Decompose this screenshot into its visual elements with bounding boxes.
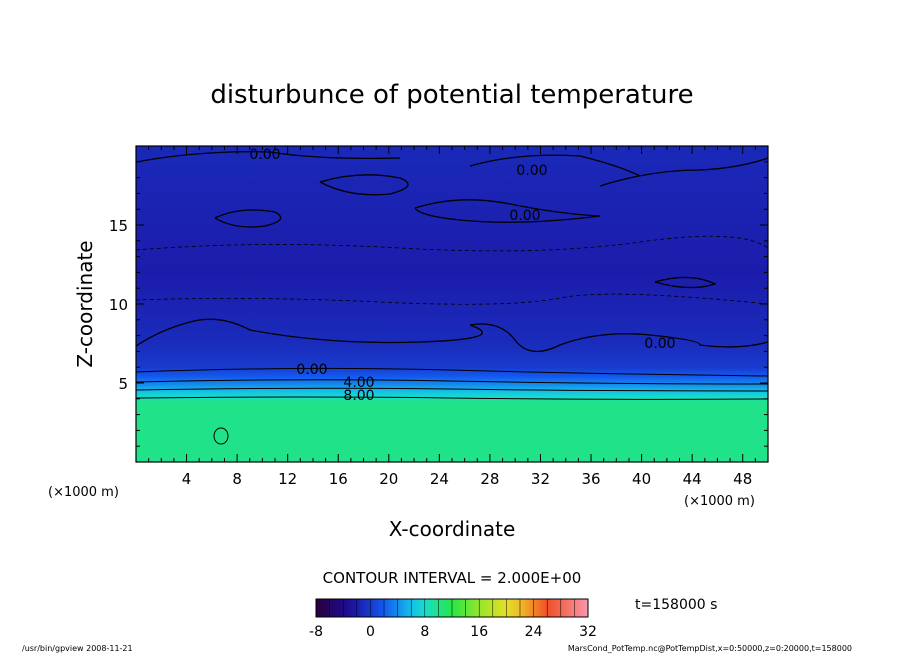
colorbar-tick-label: 24	[525, 624, 543, 640]
colorbar-tick-label: 0	[366, 624, 375, 640]
x-tick-label: 16	[329, 470, 348, 488]
contour-label: 0.00	[509, 208, 540, 224]
contour-line	[414, 199, 601, 223]
contour-line	[136, 396, 768, 400]
time-label: t=158000 s	[635, 597, 717, 613]
contour-label: 0.00	[644, 336, 675, 352]
contour-line	[136, 367, 768, 377]
x-axis: 4 8 12 16 20 24 28 32 36 40 44 48	[148, 146, 756, 488]
contour-line	[654, 276, 717, 289]
contour-label: 8.00	[343, 388, 374, 404]
x-tick-label: 12	[278, 470, 297, 488]
colorbar-tick-label: 16	[470, 624, 488, 640]
y-tick-label: 5	[118, 375, 128, 393]
colorbar-tick-label: 8	[420, 624, 429, 640]
x-tick-label: 28	[480, 470, 499, 488]
x-tick-label: 20	[379, 470, 398, 488]
x-tick-label: 8	[232, 470, 242, 488]
colorbar-tick-label: 32	[579, 624, 597, 640]
x-tick-label: 24	[430, 470, 449, 488]
contour-line	[136, 151, 401, 163]
y-tick-label: 15	[109, 217, 128, 235]
footer-left: /usr/bin/gpview 2008-11-21	[22, 644, 133, 653]
x-tick-label: 32	[531, 470, 550, 488]
x-tick-label: 40	[632, 470, 651, 488]
contour-label: 0.00	[296, 362, 327, 378]
x-unit-label: (×1000 m)	[48, 485, 119, 500]
contour-line	[136, 379, 768, 385]
x-unit-label-right: (×1000 m)	[684, 494, 755, 509]
contour-line	[136, 235, 768, 252]
contour-labels: 0.00 0.00 0.00 0.00 0.00 4.00 8.00	[249, 147, 675, 404]
chart-title: disturbunce of potential temperature	[210, 80, 693, 110]
contour-line	[469, 154, 641, 177]
contour-line	[213, 427, 229, 445]
colorbar-ticks: -8 0 8 16 24 32	[309, 599, 597, 640]
x-tick-label: 36	[581, 470, 600, 488]
x-tick-label: 44	[683, 470, 702, 488]
y-axis-title: Z-coordinate	[73, 240, 97, 367]
contour-lines	[136, 151, 768, 445]
contour-interval-text: CONTOUR INTERVAL = 2.000E+00	[323, 569, 582, 587]
contour-line	[136, 387, 768, 392]
x-axis-title: X-coordinate	[389, 517, 516, 541]
contour-line	[319, 174, 409, 196]
footer-right: MarsCond_PotTemp.nc@PotTempDist,x=0:5000…	[568, 644, 852, 653]
contour-label: 4.00	[343, 375, 374, 391]
contour-label: 0.00	[249, 147, 280, 163]
y-tick-label: 10	[109, 296, 128, 314]
x-tick-label: 4	[182, 470, 192, 488]
colorbar-tick-label: -8	[309, 624, 323, 640]
contour-line	[136, 318, 768, 352]
contour-line	[599, 157, 768, 187]
contour-label: 0.00	[516, 163, 547, 179]
x-tick-label: 48	[733, 470, 752, 488]
y-axis: 5 10 15	[109, 161, 768, 447]
contour-line	[214, 209, 282, 228]
